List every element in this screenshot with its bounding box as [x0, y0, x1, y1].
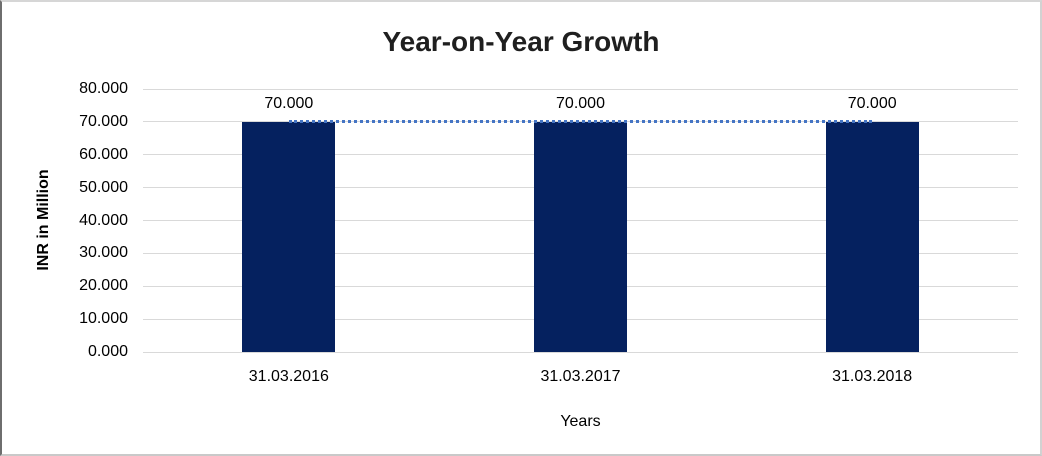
y-tick-label: 20.000 — [79, 277, 128, 295]
trendline — [288, 119, 873, 123]
y-tick-label: 70.000 — [79, 112, 128, 130]
bar — [825, 121, 919, 352]
gridline — [143, 351, 1018, 353]
bar — [534, 121, 627, 352]
y-tick-label: 80.000 — [79, 80, 128, 97]
plot-area: 70.000 70.000 70.000 — [143, 88, 1018, 353]
y-tick-label: 0.000 — [87, 343, 128, 360]
y-tick-label: 40.000 — [79, 211, 128, 229]
x-axis-title: Years — [560, 413, 601, 430]
bar-data-label: 70.000 — [847, 94, 897, 112]
chart-title: Year-on-Year Growth — [382, 26, 660, 57]
bar-data-label: 70.000 — [264, 94, 314, 112]
bar — [242, 121, 336, 352]
y-tick-label: 30.000 — [79, 244, 128, 262]
y-tick-label: 50.000 — [79, 178, 128, 196]
x-tick-label: 31.03.2016 — [248, 368, 329, 385]
x-tick-label: 31.03.2018 — [832, 368, 913, 385]
y-tick-label: 60.000 — [79, 145, 128, 163]
bar-data-label: 70.000 — [556, 94, 605, 112]
y-tick-label: 10.000 — [79, 310, 128, 328]
x-tick-label: 31.03.2017 — [540, 368, 621, 385]
gridline — [143, 88, 1018, 90]
